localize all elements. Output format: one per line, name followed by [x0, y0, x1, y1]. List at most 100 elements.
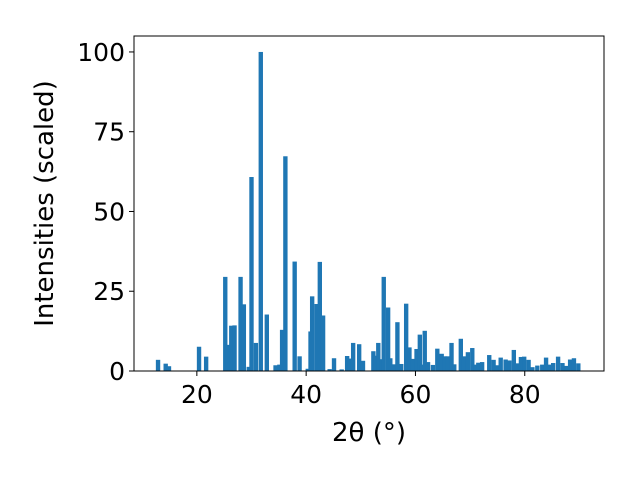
- bar-0: [155, 359, 161, 371]
- bar-34: [356, 344, 362, 371]
- bar-40: [381, 276, 386, 371]
- bar-16: [273, 365, 278, 371]
- bar-78: [526, 359, 531, 371]
- bar-28: [327, 369, 332, 371]
- bar-13: [253, 342, 259, 371]
- bar-64: [470, 348, 475, 371]
- bar-55: [435, 348, 440, 371]
- bar-76: [518, 356, 524, 371]
- bar-39: [379, 359, 384, 371]
- bar-45: [399, 363, 404, 371]
- bar-31: [344, 356, 350, 371]
- bar-18: [279, 329, 285, 371]
- bar-79: [530, 367, 535, 371]
- bar-74: [511, 349, 517, 371]
- bar-19: [283, 156, 288, 371]
- y-tick-label-100: 100: [77, 38, 125, 67]
- bar-11: [246, 366, 251, 371]
- bar-60: [452, 364, 457, 371]
- bar-26: [317, 261, 322, 371]
- bar-43: [392, 364, 397, 371]
- bar-67: [479, 362, 485, 371]
- bar-27: [320, 315, 326, 371]
- bar-42: [388, 358, 393, 371]
- bar-41: [385, 307, 391, 371]
- bar-56: [439, 353, 444, 371]
- bar-57: [442, 356, 447, 371]
- bar-73: [507, 360, 512, 371]
- bar-3: [196, 346, 202, 371]
- bar-21: [297, 356, 302, 371]
- bar-9: [238, 276, 243, 371]
- y-tick-label-75: 75: [93, 118, 125, 147]
- bar-50: [417, 334, 423, 371]
- bar-20: [292, 261, 297, 371]
- bar-49: [414, 348, 419, 371]
- x-tick-label-20: 20: [181, 380, 213, 409]
- bar-77: [522, 356, 527, 371]
- bar-36: [371, 351, 376, 371]
- x-axis-label: 2θ (°): [332, 418, 406, 448]
- bar-6: [225, 344, 230, 371]
- bar-85: [555, 356, 561, 371]
- bar-84: [550, 363, 556, 371]
- bar-17: [277, 364, 282, 371]
- bar-24: [309, 296, 315, 371]
- bar-83: [547, 364, 552, 371]
- bar-68: [487, 355, 492, 371]
- bar-48: [410, 358, 415, 371]
- x-tick-label-60: 60: [400, 380, 432, 409]
- bar-89: [571, 358, 577, 371]
- y-ticks-group: 0 25 50 75 100: [77, 38, 134, 386]
- bar-38: [376, 342, 381, 371]
- bar-62: [461, 356, 467, 371]
- bar-25: [314, 304, 319, 371]
- bar-88: [567, 359, 573, 371]
- bar-14: [258, 51, 263, 371]
- bar-5: [223, 276, 228, 371]
- bar-2: [166, 366, 172, 371]
- bar-33: [350, 342, 356, 371]
- bar-46: [403, 303, 409, 371]
- y-axis-label: Intensities (scaled): [30, 80, 60, 327]
- bar-12: [249, 177, 254, 371]
- bar-47: [407, 347, 412, 371]
- bar-15: [264, 314, 269, 371]
- bar-10: [241, 304, 247, 371]
- plot-frame: [133, 35, 605, 372]
- bar-32: [347, 358, 352, 371]
- bar-69: [491, 359, 496, 371]
- bars-group: [155, 51, 581, 371]
- bar-51: [419, 364, 425, 371]
- bar-58: [445, 356, 450, 371]
- bar-61: [458, 338, 463, 371]
- bar-75: [514, 363, 520, 371]
- bar-7: [229, 325, 234, 371]
- y-tick-label-50: 50: [93, 197, 125, 226]
- bar-44: [395, 322, 400, 371]
- bar-35: [360, 360, 366, 371]
- bar-71: [498, 357, 503, 371]
- bar-70: [494, 365, 500, 371]
- bar-72: [503, 359, 508, 371]
- bar-80: [535, 365, 540, 371]
- bar-8: [232, 325, 237, 371]
- bar-90: [576, 363, 581, 371]
- x-ticks-group: 20 40 60 80: [181, 371, 541, 409]
- bar-81: [540, 364, 545, 371]
- y-tick-label-0: 0: [109, 357, 125, 386]
- bar-63: [465, 352, 471, 371]
- bar-66: [476, 362, 481, 371]
- bar-30: [339, 369, 344, 371]
- bar-53: [425, 362, 431, 371]
- bar-4: [203, 356, 209, 371]
- bar-29: [331, 358, 337, 371]
- bar-87: [564, 365, 569, 371]
- bar-1: [163, 363, 168, 371]
- bar-65: [473, 364, 478, 371]
- x-tick-label-40: 40: [290, 380, 322, 409]
- bar-82: [543, 357, 549, 371]
- bar-52: [422, 330, 427, 371]
